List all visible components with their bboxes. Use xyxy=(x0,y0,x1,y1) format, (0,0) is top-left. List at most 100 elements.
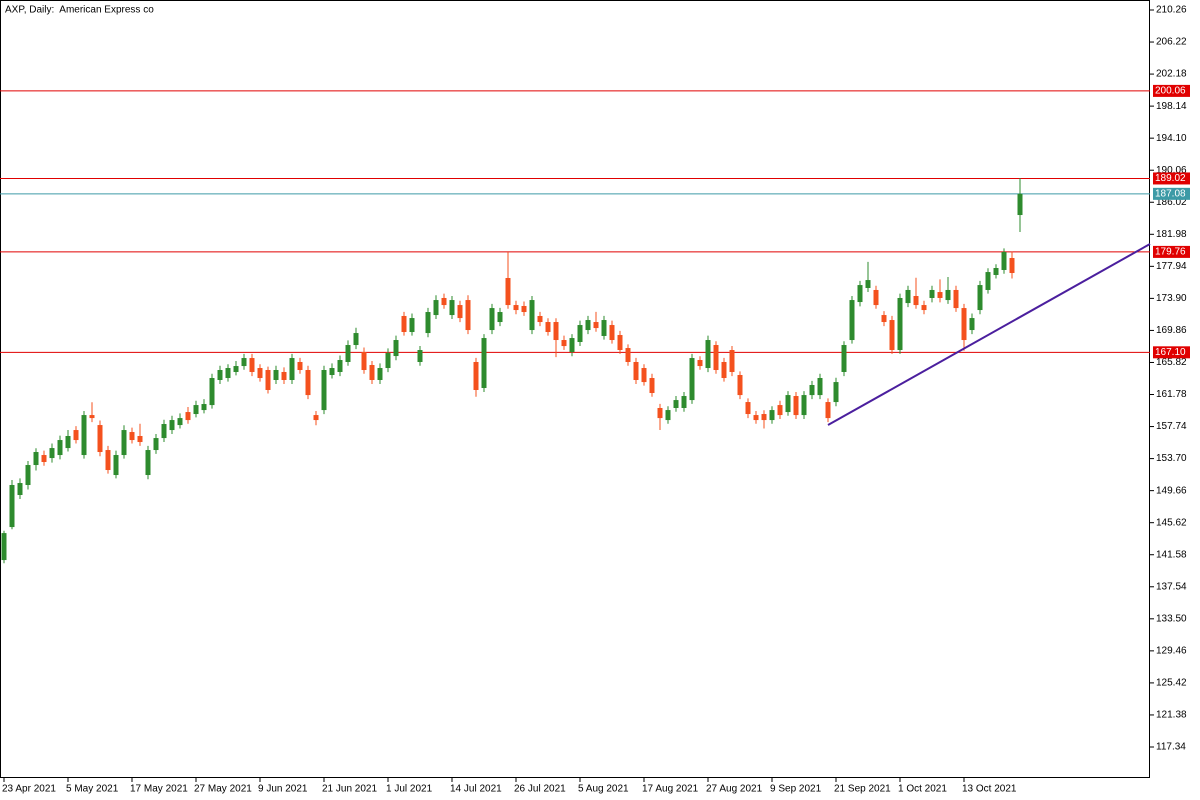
candle-body xyxy=(273,370,279,380)
y-tick-label: 190.06 xyxy=(1156,165,1187,176)
candle-body xyxy=(9,485,15,528)
candle-body xyxy=(369,365,375,380)
plot-frame xyxy=(0,0,1150,778)
candle-body xyxy=(57,440,63,456)
x-tick-label: 9 Sep 2021 xyxy=(770,784,822,795)
candle-body xyxy=(433,300,439,316)
y-tick-label: 206.22 xyxy=(1156,37,1187,48)
y-tick-label: 125.42 xyxy=(1156,678,1187,689)
candle-body xyxy=(761,414,767,421)
candle-body xyxy=(449,300,455,316)
price-level-label: 179.76 xyxy=(1155,247,1186,258)
candle-body xyxy=(521,305,527,313)
x-tick-label: 21 Sep 2021 xyxy=(834,784,891,795)
candle-body xyxy=(313,415,319,421)
candle-body xyxy=(577,325,583,343)
candle-body xyxy=(425,312,431,334)
x-tick-label: 5 May 2021 xyxy=(66,784,119,795)
candle-body xyxy=(25,465,31,486)
candle-body xyxy=(129,432,135,441)
y-tick-label: 186.02 xyxy=(1156,197,1187,208)
y-tick-label: 149.66 xyxy=(1156,485,1187,496)
candle-body xyxy=(465,300,471,331)
candle-body xyxy=(17,483,23,496)
candle-body xyxy=(745,402,751,415)
x-tick-label: 14 Jul 2021 xyxy=(450,784,502,795)
candle-body xyxy=(721,361,727,379)
candle-body xyxy=(209,378,215,406)
x-tick-label: 13 Oct 2021 xyxy=(962,784,1017,795)
y-tick-label: 153.70 xyxy=(1156,453,1187,464)
y-tick-label: 169.86 xyxy=(1156,325,1187,336)
trendline xyxy=(827,243,1151,426)
candle-body xyxy=(921,305,927,311)
candle-body xyxy=(625,348,631,362)
y-tick-label: 141.58 xyxy=(1156,549,1187,560)
x-tick-label: 17 May 2021 xyxy=(130,784,188,795)
candle-body xyxy=(961,308,967,341)
candle-body xyxy=(121,430,127,456)
candle-body xyxy=(593,322,599,329)
candle-body xyxy=(345,345,351,362)
price-level-tag xyxy=(1153,172,1190,185)
candle-body xyxy=(393,340,399,357)
candle-body xyxy=(817,378,823,396)
candle-body xyxy=(49,448,55,459)
candle-body xyxy=(769,410,775,421)
candle-body xyxy=(841,345,847,372)
candle-body xyxy=(305,370,311,396)
candle-body xyxy=(977,285,983,311)
x-tick-label: 21 Jun 2021 xyxy=(322,784,377,795)
candle-body xyxy=(889,320,895,351)
candle-body xyxy=(505,277,511,306)
candle-body xyxy=(177,418,183,426)
candle-body xyxy=(441,297,447,306)
candle-body xyxy=(729,350,735,372)
candle-body xyxy=(337,360,343,372)
x-tick-label: 26 Jul 2021 xyxy=(514,784,566,795)
candle-body xyxy=(617,335,623,351)
candle-body xyxy=(481,338,487,389)
candle-body xyxy=(633,361,639,380)
candle-body xyxy=(569,338,575,352)
candle-body xyxy=(497,312,503,323)
candle-body xyxy=(97,425,103,453)
candle-body xyxy=(321,370,327,411)
candle-body xyxy=(137,435,143,443)
candle-body xyxy=(153,438,159,451)
candle-body xyxy=(169,420,175,431)
x-tick-label: 1 Jul 2021 xyxy=(386,784,433,795)
candle-body xyxy=(913,296,919,306)
candle-body xyxy=(201,404,207,411)
candle-body xyxy=(929,289,935,298)
candle-body xyxy=(753,415,759,421)
y-tick-label: 117.34 xyxy=(1156,742,1186,753)
y-tick-label: 121.38 xyxy=(1156,710,1187,721)
candle-body xyxy=(385,353,391,369)
x-tick-label: 27 May 2021 xyxy=(194,784,252,795)
candle-body xyxy=(1001,251,1007,270)
candle-body xyxy=(537,315,543,323)
candle-body xyxy=(401,315,407,333)
candle-body xyxy=(41,455,47,463)
candle-body xyxy=(705,340,711,369)
candle-body xyxy=(185,412,191,421)
candle-body xyxy=(329,368,335,376)
candle-body xyxy=(489,308,495,331)
candle-body xyxy=(857,285,863,303)
candle-body xyxy=(457,305,463,319)
candle-body xyxy=(985,272,991,290)
y-tick-label: 145.62 xyxy=(1156,517,1187,528)
candle-body xyxy=(969,318,975,331)
candle-body xyxy=(361,351,367,371)
candle-body xyxy=(545,322,551,333)
candle-body xyxy=(473,361,479,390)
candle-body xyxy=(737,375,743,396)
candle-body xyxy=(825,402,831,419)
candle-body xyxy=(665,410,671,421)
candle-body xyxy=(1017,193,1023,216)
candle-body xyxy=(193,405,199,415)
candle-body xyxy=(417,350,423,362)
candle-body xyxy=(905,289,911,304)
